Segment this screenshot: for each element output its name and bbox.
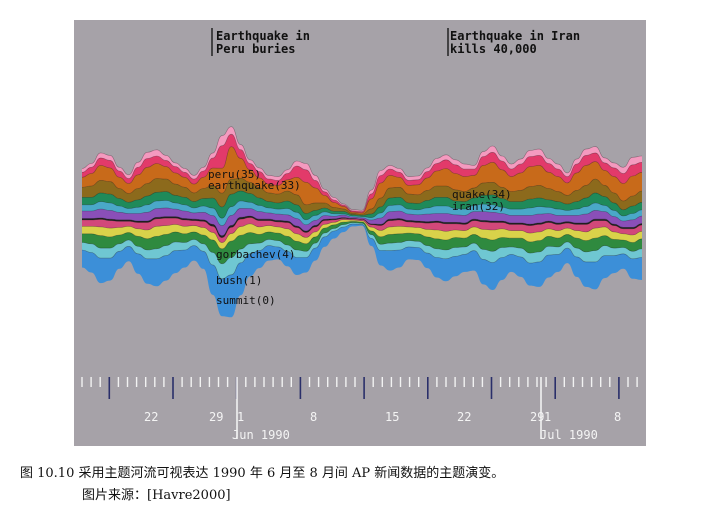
axis-day-label: 8: [310, 410, 317, 424]
stream-contour-10: [81, 146, 643, 214]
stream-contour-12: [81, 126, 643, 211]
axis-day-label: 8: [614, 410, 621, 424]
axis-day-label: 29: [209, 410, 223, 424]
caption-line2: 图片来源：[Havre2000]: [82, 488, 231, 503]
stream-contour-6: [82, 207, 643, 227]
caption-line1: 图 10.10 采用主题河流可视表达 1990 年 6 月至 8 月间 AP 新…: [20, 466, 505, 481]
stream-layer-7: [82, 200, 642, 226]
stream-contour-11: [81, 133, 643, 212]
stream-layer-8: [82, 190, 642, 220]
stream-layer-11: [82, 134, 642, 213]
themeriver-figure: Earthquake in Peru buries Earthquake in …: [74, 20, 646, 446]
stream-contour-4: [82, 217, 643, 238]
label-earthquake: earthquake(33): [208, 179, 301, 192]
axis-day-label: 22: [457, 410, 471, 424]
stream-contour-7: [82, 200, 643, 221]
axis-day-label: 29: [530, 410, 544, 424]
label-iran: iran(32): [452, 200, 505, 213]
iran-annotation-line1: Earthquake in Iran: [450, 29, 580, 43]
stream-layer-4: [82, 217, 642, 243]
peru-annotation-line2: Peru buries: [216, 42, 295, 56]
themeriver-chart: Earthquake in Peru buries Earthquake in …: [81, 28, 643, 442]
stream-layer-6: [82, 207, 642, 236]
label-summit: summit(0): [216, 294, 276, 307]
axis-month-label: Jun 1990: [232, 428, 290, 442]
figure-caption: 图 10.10 采用主题河流可视表达 1990 年 6 月至 8 月间 AP 新…: [20, 463, 504, 507]
stream-contour-lines: [81, 126, 643, 280]
stream-layer-9: [82, 178, 642, 216]
axis-month-label: Jul 1990: [540, 428, 598, 442]
stream-contour-1: [81, 222, 643, 265]
axis-day-label: 22: [144, 410, 158, 424]
stream-layer-5: [82, 216, 642, 238]
stream-contour-3: [82, 219, 643, 243]
stream-layer-10: [82, 146, 642, 215]
label-peru: peru(35): [208, 168, 261, 181]
stream-layer-0: [82, 223, 642, 318]
stream-layer-2: [82, 221, 642, 264]
label-gorbachev: gorbachev(4): [216, 248, 295, 261]
stream-layer-3: [82, 219, 642, 249]
label-bush: bush(1): [216, 274, 262, 287]
axis-day-label: 15: [385, 410, 399, 424]
iran-annotation-line2: kills 40,000: [450, 42, 537, 56]
stream-contour-9: [81, 178, 643, 215]
stream-contour-8: [82, 190, 643, 216]
label-quake: quake(34): [452, 188, 512, 201]
stream-contour-2: [81, 221, 643, 250]
stream-contour-0: [81, 223, 643, 280]
stream-layers: [82, 126, 642, 318]
axis-day-label: 1: [544, 410, 551, 424]
stream-contour-5: [82, 215, 643, 237]
axis-day-label: 1: [237, 410, 244, 424]
peru-annotation-line1: Earthquake in: [216, 29, 310, 43]
stream-layer-1: [82, 222, 642, 279]
